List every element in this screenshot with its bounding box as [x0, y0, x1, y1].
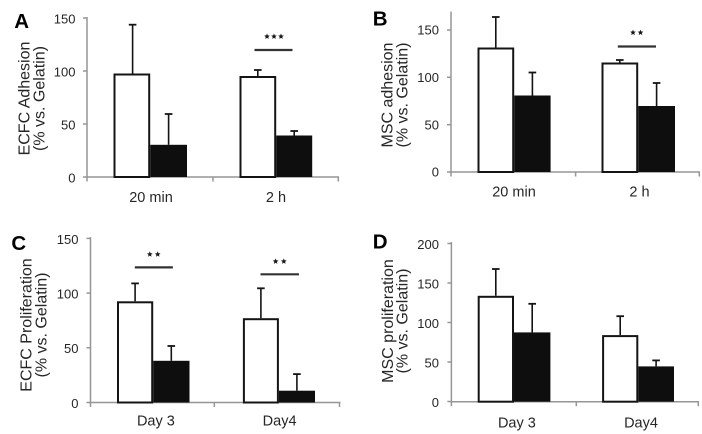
svg-text:Day4: Day4 — [263, 414, 297, 430]
svg-text:150: 150 — [417, 23, 439, 38]
svg-text:A: A — [14, 10, 29, 33]
svg-text:(% vs. Gelatin): (% vs. Gelatin) — [34, 273, 51, 378]
svg-text:150: 150 — [54, 11, 76, 26]
svg-text:2 h: 2 h — [629, 185, 649, 201]
svg-text:D: D — [373, 231, 388, 254]
svg-text:2 h: 2 h — [266, 190, 286, 206]
svg-text:C: C — [11, 232, 26, 255]
svg-text:ECFC Proliferation: ECFC Proliferation — [19, 258, 36, 391]
svg-text:100: 100 — [417, 316, 439, 331]
svg-text:100: 100 — [57, 287, 79, 302]
svg-text:0: 0 — [68, 170, 75, 185]
svg-text:20 min: 20 min — [129, 190, 173, 206]
svg-text:20 min: 20 min — [492, 185, 536, 201]
svg-text:(% vs. Gelatin): (% vs. Gelatin) — [32, 46, 49, 151]
svg-text:150: 150 — [417, 276, 439, 291]
svg-text:MSC proliferation: MSC proliferation — [380, 259, 397, 383]
svg-text:ECFC Adhesion: ECFC Adhesion — [17, 42, 34, 156]
svg-text:100: 100 — [417, 70, 439, 85]
svg-text:MSC adhesion: MSC adhesion — [380, 43, 397, 148]
svg-text:200: 200 — [417, 237, 439, 252]
svg-text:Day4: Day4 — [624, 416, 658, 432]
svg-text:Day 3: Day 3 — [137, 414, 175, 430]
svg-text:0: 0 — [71, 396, 78, 411]
svg-text:50: 50 — [425, 117, 439, 132]
svg-text:100: 100 — [54, 64, 76, 79]
svg-text:50: 50 — [425, 355, 439, 370]
svg-text:B: B — [373, 8, 388, 31]
svg-text:50: 50 — [64, 341, 78, 356]
svg-text:150: 150 — [57, 232, 79, 247]
svg-text:Day 3: Day 3 — [498, 416, 536, 432]
svg-text:(% vs. Gelatin): (% vs. Gelatin) — [395, 269, 412, 374]
svg-text:50: 50 — [61, 117, 75, 132]
svg-text:0: 0 — [432, 395, 439, 410]
svg-text:0: 0 — [432, 165, 439, 180]
svg-text:(% vs. Gelatin): (% vs. Gelatin) — [395, 43, 412, 148]
